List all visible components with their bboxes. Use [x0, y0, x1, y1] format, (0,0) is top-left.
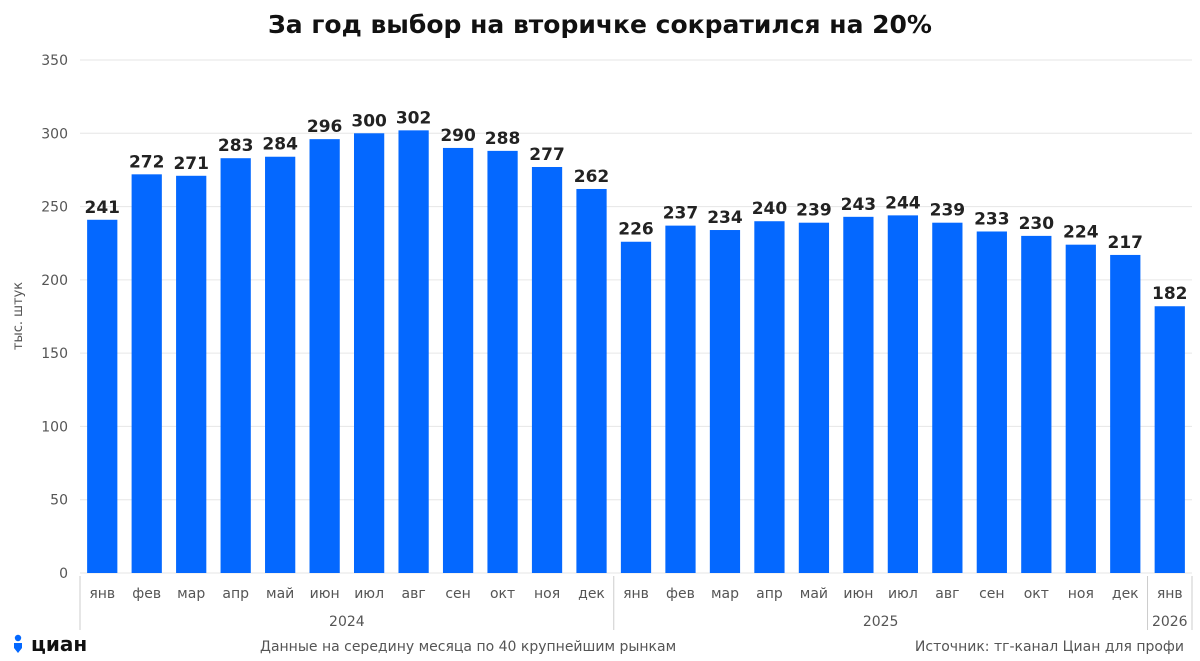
y-tick-label: 300 — [41, 126, 68, 142]
bar — [798, 222, 830, 574]
value-label: 239 — [796, 201, 832, 221]
bar — [1154, 306, 1185, 573]
x-tick-label: июн — [310, 586, 340, 602]
bar — [176, 175, 207, 573]
x-tick-label: апр — [756, 586, 783, 602]
bar — [131, 174, 162, 573]
value-label: 182 — [1152, 284, 1188, 304]
value-label: 300 — [351, 111, 387, 131]
year-label: 2025 — [863, 614, 899, 630]
x-tick-label: фев — [132, 586, 161, 602]
x-tick-label: июл — [888, 586, 918, 602]
value-label: 302 — [396, 108, 432, 128]
bar — [220, 158, 251, 573]
value-label: 262 — [574, 167, 610, 187]
value-label: 283 — [218, 136, 254, 156]
x-tick-label: мар — [177, 586, 205, 602]
bar — [887, 215, 919, 573]
x-tick-label: янв — [1157, 586, 1183, 602]
x-tick-label: сен — [979, 586, 1004, 602]
y-tick-label: 50 — [50, 493, 68, 509]
x-tick-label: май — [800, 586, 828, 602]
y-tick-label: 200 — [41, 273, 68, 289]
x-tick-label: авг — [935, 586, 959, 602]
value-label: 233 — [974, 209, 1010, 229]
value-label: 271 — [173, 154, 209, 174]
x-tick-label: май — [266, 586, 294, 602]
footer-source: Источник: тг-канал Циан для профи — [914, 639, 1184, 655]
y-tick-label: 150 — [41, 346, 68, 362]
bar — [265, 156, 296, 574]
y-tick-label: 250 — [41, 200, 68, 216]
value-label: 290 — [440, 126, 476, 146]
bar — [932, 222, 963, 574]
bar — [353, 133, 385, 574]
bar — [843, 216, 874, 573]
x-tick-label: июн — [843, 586, 873, 602]
y-tick-label: 350 — [41, 53, 68, 69]
x-tick-label: ноя — [534, 586, 560, 602]
value-label: 296 — [307, 117, 343, 137]
value-label: 226 — [618, 220, 654, 240]
cian-logo: циан — [12, 632, 87, 656]
x-tick-label: янв — [623, 586, 649, 602]
value-label: 224 — [1063, 223, 1099, 243]
value-label: 239 — [930, 201, 966, 221]
bar — [576, 188, 607, 574]
footer-note: Данные на середину месяца по 40 крупнейш… — [260, 639, 677, 655]
bar — [665, 225, 696, 573]
bar — [620, 241, 652, 573]
y-tick-label: 100 — [41, 419, 68, 435]
bar — [1065, 244, 1096, 573]
value-label: 284 — [262, 135, 298, 155]
bar — [487, 150, 518, 574]
year-label: 2024 — [329, 614, 365, 630]
x-tick-label: сен — [445, 586, 470, 602]
value-label: 277 — [529, 145, 565, 165]
x-tick-label: окт — [490, 586, 515, 602]
x-tick-label: июл — [354, 586, 384, 602]
x-tick-label: мар — [711, 586, 739, 602]
chart-title: За год выбор на вторичке сократился на 2… — [268, 10, 932, 39]
value-label: 244 — [885, 193, 921, 213]
y-tick-label: 0 — [59, 566, 68, 582]
x-tick-label: янв — [89, 586, 115, 602]
bar — [398, 130, 429, 573]
value-label: 237 — [663, 204, 699, 224]
x-tick-label: ноя — [1068, 586, 1094, 602]
value-label: 288 — [485, 129, 521, 149]
logo-text: циан — [31, 632, 88, 656]
year-label: 2026 — [1152, 614, 1188, 630]
value-label: 240 — [752, 199, 788, 219]
bar — [87, 219, 118, 573]
value-label: 217 — [1108, 233, 1144, 253]
bar — [976, 231, 1007, 573]
value-label: 272 — [129, 152, 165, 172]
person-pin-icon — [14, 634, 22, 653]
x-tick-label: фев — [666, 586, 695, 602]
value-label: 243 — [841, 195, 877, 215]
x-tick-label: дек — [1112, 586, 1139, 602]
bar — [754, 221, 785, 573]
x-tick-label: апр — [222, 586, 249, 602]
bar — [709, 230, 741, 573]
bar — [309, 139, 340, 574]
value-label: 230 — [1019, 214, 1055, 234]
bar — [531, 166, 563, 574]
bar — [1021, 235, 1052, 573]
y-axis-label: тыс. штук — [11, 282, 26, 350]
value-label: 234 — [707, 208, 743, 228]
bar — [442, 147, 474, 573]
x-tick-label: авг — [402, 586, 426, 602]
x-tick-label: окт — [1024, 586, 1049, 602]
bar — [1110, 254, 1141, 573]
x-tick-label: дек — [578, 586, 605, 602]
value-label: 241 — [84, 198, 120, 218]
